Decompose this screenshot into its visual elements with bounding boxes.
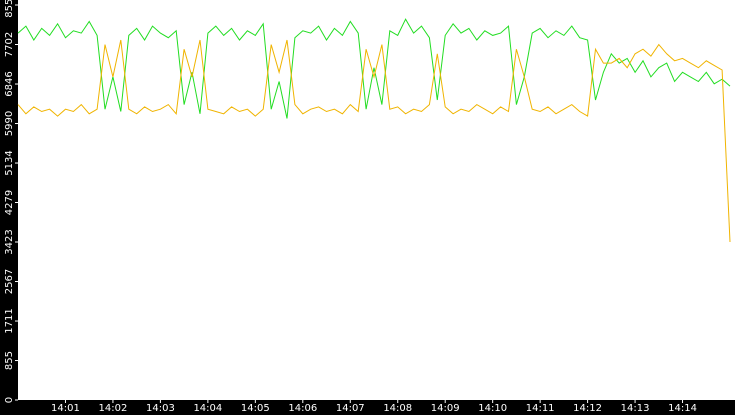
x-tick-label: 14:13 [621, 403, 650, 414]
x-tick-label: 14:14 [668, 403, 697, 414]
x-tick-label: 14:08 [383, 403, 412, 414]
x-tick-label: 14:11 [526, 403, 555, 414]
y-tick-label: 4279 [4, 190, 15, 215]
y-tick-label: 0 [4, 397, 15, 403]
x-tick-label: 14:07 [336, 403, 365, 414]
y-tick-label: 855 [4, 351, 15, 370]
y-tick-label: 5990 [4, 111, 15, 136]
series-line [17, 18, 731, 119]
x-tick-label: 14:04 [193, 403, 222, 414]
y-tick-label: 6846 [4, 71, 15, 96]
plot-area [18, 0, 735, 400]
x-tick-label: 14:03 [146, 403, 175, 414]
y-tick-label: 7702 [4, 32, 15, 57]
x-tick-label: 14:06 [288, 403, 317, 414]
series-line [17, 39, 731, 243]
x-tick-label: 14:05 [241, 403, 270, 414]
x-tick-label: 14:01 [51, 403, 80, 414]
y-tick-label: 3423 [4, 229, 15, 254]
x-tick-label: 14:12 [573, 403, 602, 414]
x-tick-label: 14:02 [99, 403, 128, 414]
y-tick-label: 8558 [4, 0, 15, 18]
y-tick-label: 2567 [4, 269, 15, 294]
y-tick-label: 5134 [4, 150, 15, 175]
y-tick-label: 1711 [4, 308, 15, 333]
x-tick-label: 14:10 [478, 403, 507, 414]
x-tick-label: 14:09 [431, 403, 460, 414]
